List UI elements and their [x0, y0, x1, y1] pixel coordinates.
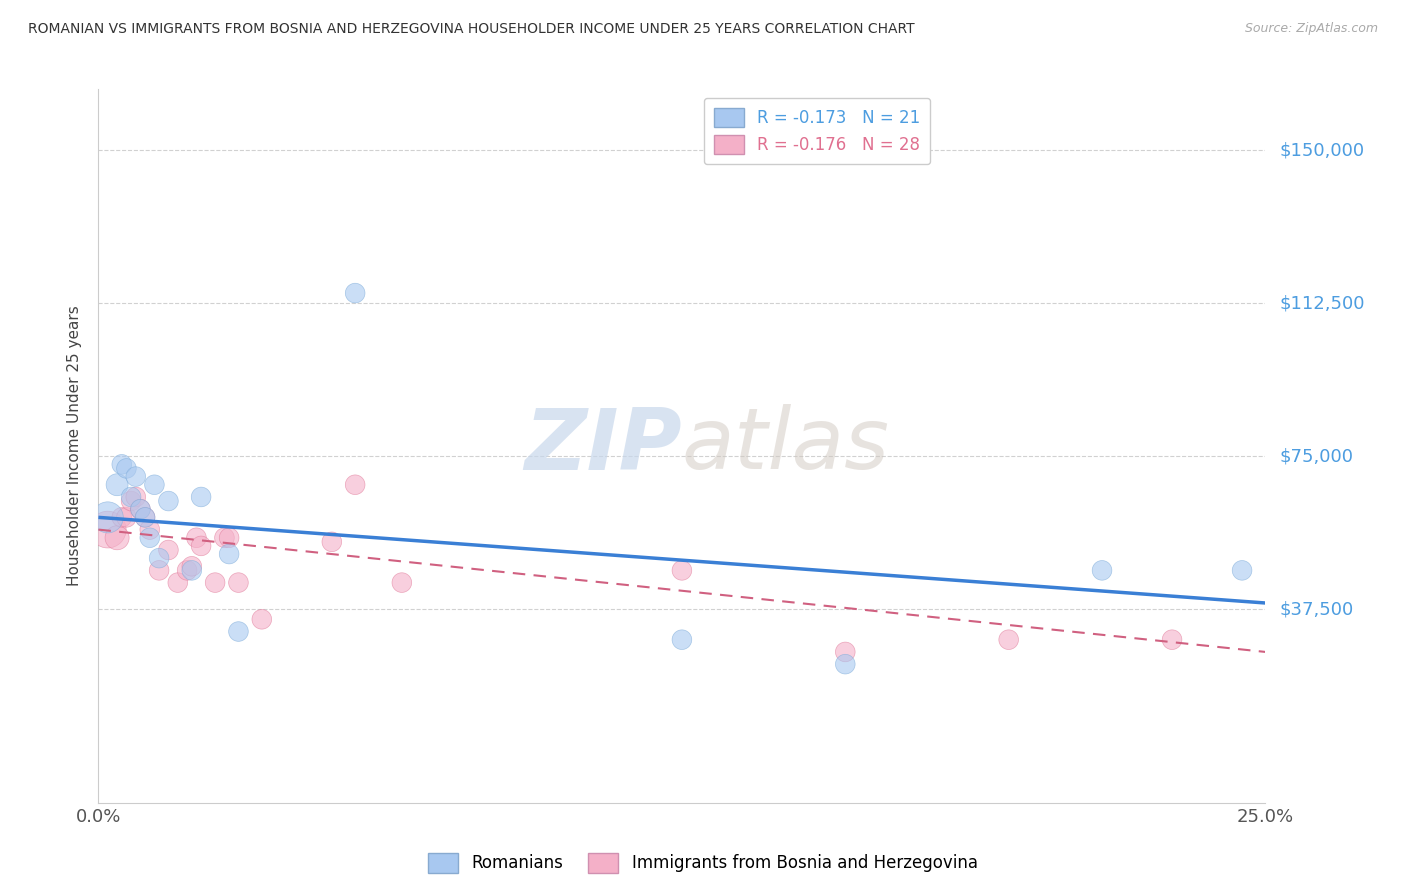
Point	[321, 534, 343, 549]
Point	[214, 531, 236, 545]
Text: $112,500: $112,500	[1279, 294, 1365, 312]
Point	[186, 531, 208, 545]
Point	[228, 624, 250, 639]
Point	[97, 510, 120, 524]
Point	[105, 477, 128, 491]
Text: $37,500: $37,500	[1279, 600, 1354, 618]
Point	[139, 531, 162, 545]
Point	[134, 510, 156, 524]
Point	[115, 510, 138, 524]
Point	[148, 551, 170, 566]
Point	[1230, 563, 1253, 577]
Point	[834, 645, 856, 659]
Point	[1091, 563, 1114, 577]
Point	[129, 502, 152, 516]
Point	[111, 458, 134, 472]
Legend: Romanians, Immigrants from Bosnia and Herzegovina: Romanians, Immigrants from Bosnia and He…	[422, 847, 984, 880]
Point	[125, 469, 148, 483]
Legend: R = -0.173   N = 21, R = -0.176   N = 28: R = -0.173 N = 21, R = -0.176 N = 28	[704, 97, 931, 164]
Point	[671, 563, 693, 577]
Point	[120, 494, 142, 508]
Point	[671, 632, 693, 647]
Point	[997, 632, 1019, 647]
Point	[125, 490, 148, 504]
Point	[105, 531, 128, 545]
Point	[120, 490, 142, 504]
Point	[129, 502, 152, 516]
Point	[97, 523, 120, 537]
Point	[344, 286, 367, 301]
Text: $150,000: $150,000	[1279, 141, 1364, 160]
Point	[228, 575, 250, 590]
Point	[218, 531, 240, 545]
Text: $75,000: $75,000	[1279, 447, 1354, 466]
Point	[139, 523, 162, 537]
Point	[111, 510, 134, 524]
Point	[204, 575, 226, 590]
Point	[134, 510, 156, 524]
Text: atlas: atlas	[682, 404, 890, 488]
Point	[190, 490, 212, 504]
Y-axis label: Householder Income Under 25 years: Householder Income Under 25 years	[67, 306, 83, 586]
Point	[157, 543, 180, 558]
Point	[115, 461, 138, 475]
Point	[190, 539, 212, 553]
Point	[166, 575, 188, 590]
Point	[180, 563, 202, 577]
Point	[1161, 632, 1184, 647]
Point	[834, 657, 856, 672]
Text: ZIP: ZIP	[524, 404, 682, 488]
Point	[250, 612, 273, 626]
Point	[218, 547, 240, 561]
Point	[391, 575, 413, 590]
Text: Source: ZipAtlas.com: Source: ZipAtlas.com	[1244, 22, 1378, 36]
Point	[148, 563, 170, 577]
Point	[157, 494, 180, 508]
Point	[143, 477, 166, 491]
Point	[344, 477, 367, 491]
Text: ROMANIAN VS IMMIGRANTS FROM BOSNIA AND HERZEGOVINA HOUSEHOLDER INCOME UNDER 25 Y: ROMANIAN VS IMMIGRANTS FROM BOSNIA AND H…	[28, 22, 915, 37]
Point	[176, 563, 198, 577]
Point	[180, 559, 202, 574]
